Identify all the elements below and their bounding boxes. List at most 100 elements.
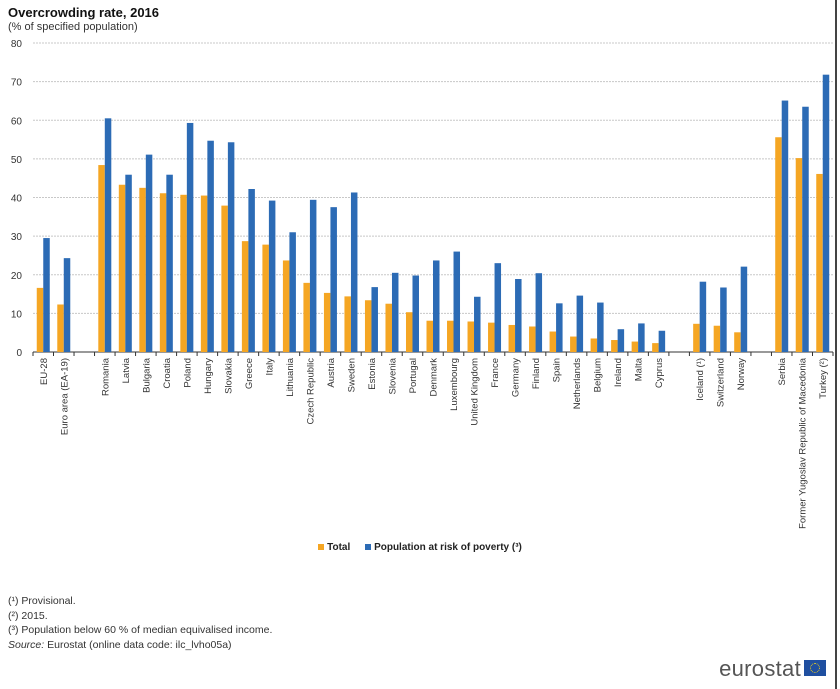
x-tick-label: Austria bbox=[326, 357, 337, 387]
x-tick-label: Sweden bbox=[346, 358, 357, 392]
bar-total bbox=[364, 300, 372, 352]
x-tick-label: EU-28 bbox=[39, 358, 50, 385]
bar-poverty bbox=[207, 140, 214, 352]
logo-text: eurostat bbox=[719, 656, 801, 681]
bar-poverty bbox=[391, 272, 399, 352]
bar-poverty bbox=[740, 266, 748, 352]
y-tick-label: 60 bbox=[11, 116, 23, 127]
bar-poverty bbox=[822, 74, 830, 353]
legend: Total Population at risk of poverty (³) bbox=[0, 542, 840, 553]
bar-total bbox=[713, 325, 721, 352]
x-tick-label: Hungary bbox=[203, 358, 214, 394]
bar-poverty bbox=[617, 329, 625, 352]
bar-total bbox=[775, 137, 782, 352]
x-tick-label: Greece bbox=[244, 358, 255, 389]
x-tick-label: Poland bbox=[182, 358, 193, 388]
bar-total bbox=[611, 340, 618, 352]
bar-total bbox=[652, 343, 659, 352]
bar-poverty bbox=[309, 199, 317, 352]
bar-poverty bbox=[720, 287, 727, 352]
x-tick-label: Denmark bbox=[429, 358, 440, 397]
x-tick-label: Latvia bbox=[121, 357, 132, 383]
bar-total bbox=[426, 320, 433, 352]
bar-poverty bbox=[166, 174, 173, 352]
x-tick-label: Euro area (EA-19) bbox=[59, 358, 70, 435]
y-tick-label: 30 bbox=[11, 232, 23, 243]
x-tick-label: Bulgaria bbox=[141, 357, 152, 393]
bar-total bbox=[344, 296, 351, 352]
bar-total bbox=[385, 303, 392, 352]
x-tick-label: United Kingdom bbox=[470, 358, 481, 426]
bar-total bbox=[282, 260, 290, 352]
bar-total bbox=[816, 173, 823, 352]
x-tick-label: Serbia bbox=[777, 357, 788, 385]
x-tick-label: Luxembourg bbox=[449, 358, 460, 411]
bar-poverty bbox=[576, 295, 584, 352]
bar-total bbox=[241, 241, 249, 352]
chart-title: Overcrowding rate, 2016 bbox=[8, 5, 160, 20]
bar-total bbox=[262, 244, 269, 352]
y-tick-label: 80 bbox=[11, 39, 23, 50]
x-tick-label: Czech Republic bbox=[305, 358, 316, 425]
x-tick-label: Italy bbox=[264, 358, 275, 376]
legend-item-total: Total bbox=[318, 542, 350, 553]
bar-poverty bbox=[699, 281, 707, 352]
bar-chart: 0 10 20 30 40 50 60 70 80 EU-28 Euro area (EA-19) R… bbox=[11, 39, 834, 529]
x-tick-label: Slovenia bbox=[387, 357, 398, 394]
bar-poverty bbox=[474, 296, 481, 352]
x-tick-label: Norway bbox=[736, 358, 747, 390]
bar-poverty bbox=[227, 142, 235, 352]
bar-poverty bbox=[515, 278, 522, 352]
x-tick-label: Finland bbox=[531, 358, 542, 389]
y-tick-label: 50 bbox=[11, 155, 23, 166]
bar-total bbox=[570, 336, 577, 352]
bar-total bbox=[98, 165, 105, 352]
bar-total bbox=[488, 322, 495, 352]
bar-poverty bbox=[125, 174, 132, 352]
bar-total bbox=[447, 320, 454, 352]
x-tick-label: Turkey (²) bbox=[818, 358, 829, 399]
bar-total bbox=[734, 332, 741, 352]
x-tick-label: Romania bbox=[100, 357, 111, 396]
bar-total bbox=[57, 304, 64, 352]
bar-poverty bbox=[433, 260, 440, 352]
bar-total bbox=[693, 323, 700, 352]
x-tick-label: Croatia bbox=[162, 357, 173, 388]
chart-subtitle: (% of specified population) bbox=[8, 21, 138, 33]
bar-total bbox=[405, 312, 413, 352]
bar-poverty bbox=[535, 273, 543, 352]
x-tick-label: Belgium bbox=[593, 358, 604, 392]
legend-swatch-poverty bbox=[365, 544, 372, 551]
bar-poverty bbox=[802, 106, 809, 352]
bar-total bbox=[36, 287, 44, 352]
bar-total bbox=[200, 195, 208, 352]
bar-poverty bbox=[186, 122, 194, 352]
bar-total bbox=[590, 338, 598, 352]
source-line: Source: Eurostat (online data code: ilc_… bbox=[8, 638, 272, 653]
y-tick-label: 0 bbox=[16, 348, 22, 359]
footnotes: (¹) Provisional. (²) 2015. (³) Populatio… bbox=[8, 594, 272, 652]
x-tick-label: Slovakia bbox=[223, 357, 234, 394]
x-tick-label: Estonia bbox=[367, 357, 378, 389]
bar-poverty bbox=[597, 302, 604, 352]
bar-poverty bbox=[494, 263, 502, 352]
legend-label-total: Total bbox=[327, 542, 351, 553]
x-tick-label: France bbox=[490, 358, 501, 388]
bar-poverty bbox=[43, 238, 50, 352]
bar-total bbox=[159, 193, 167, 352]
x-tick-label: Malta bbox=[634, 357, 645, 381]
y-tick-label: 40 bbox=[11, 194, 23, 205]
bar-total bbox=[139, 187, 146, 352]
x-tick-label: Portugal bbox=[408, 358, 419, 393]
bar-total bbox=[631, 341, 639, 352]
y-tick-label: 10 bbox=[11, 309, 23, 320]
bar-poverty bbox=[330, 207, 337, 352]
legend-item-poverty: Population at risk of poverty (³) bbox=[365, 542, 522, 553]
bar-poverty bbox=[658, 330, 666, 352]
bar-poverty bbox=[63, 258, 71, 352]
y-tick-label: 70 bbox=[11, 78, 23, 89]
x-tick-label: Spain bbox=[552, 358, 563, 382]
bar-total bbox=[508, 324, 516, 352]
bar-total bbox=[118, 184, 126, 352]
